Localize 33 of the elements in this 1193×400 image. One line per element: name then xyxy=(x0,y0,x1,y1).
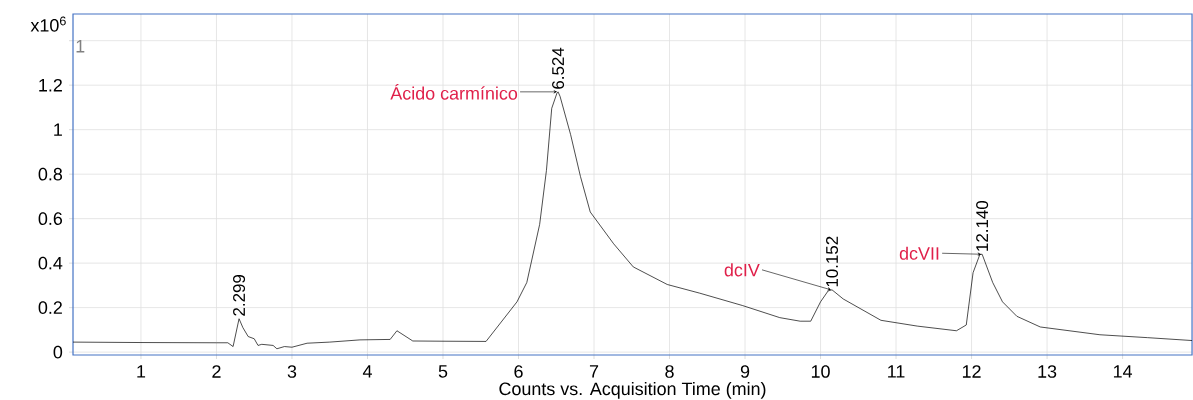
x-axis-title: Counts vs. Acquisition Time (min) xyxy=(499,382,766,399)
annotation: dcVII xyxy=(899,246,939,260)
annotation: 12.140 xyxy=(976,200,989,251)
y-tick-label: 0.2 xyxy=(38,301,62,314)
x-tick-label: 10 xyxy=(811,365,830,378)
point xyxy=(826,287,832,291)
text: x10$^{6}$ xyxy=(30,16,66,32)
annotation: 6.524 xyxy=(552,47,565,89)
x-tick-label: 14 xyxy=(1113,365,1133,378)
annotation: Ácido carmínico xyxy=(390,83,518,100)
x-tick-label: 12 xyxy=(962,365,981,378)
annotation: dcIV xyxy=(724,263,760,277)
x-tick-label: 1 xyxy=(137,365,146,378)
x-tick-label: 9 xyxy=(740,365,750,378)
annotation: 10.152 xyxy=(826,236,839,287)
x-tick-label: 7 xyxy=(589,365,599,378)
x-tick-label: 8 xyxy=(665,365,674,378)
y-tick-label: 0.8 xyxy=(38,167,63,181)
x-tick-label: 6 xyxy=(514,365,523,378)
annotation: 1 xyxy=(76,40,85,53)
y-tick-label: 0 xyxy=(53,345,63,359)
x-tick-label: 11 xyxy=(888,365,905,378)
y-tick-label: 0.6 xyxy=(38,212,63,225)
y-tick-label: 0.4 xyxy=(38,256,63,270)
x-tick-label: 3 xyxy=(287,365,297,378)
annotation: 2.299 xyxy=(233,274,246,316)
x-tick-label: 4 xyxy=(362,365,372,378)
x-tick-label: 5 xyxy=(438,365,448,378)
y-tick-label: 1.2 xyxy=(39,78,62,92)
point xyxy=(977,252,982,256)
y-tick-label: 1 xyxy=(54,123,62,136)
x-tick-label: 2 xyxy=(212,365,221,378)
x-tick-label: 13 xyxy=(1038,365,1057,378)
